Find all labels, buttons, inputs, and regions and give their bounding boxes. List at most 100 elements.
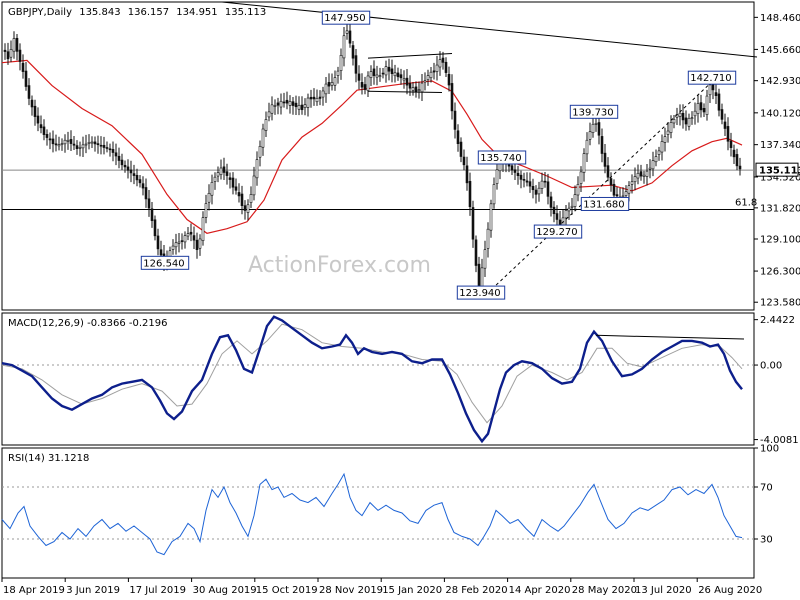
candle-body (105, 147, 109, 149)
trendline (482, 79, 715, 298)
candle-body (48, 138, 52, 141)
candle-body (444, 61, 448, 73)
candle-body (132, 173, 136, 176)
candle-body (648, 167, 652, 170)
x-tick-label: 13 Jul 2020 (635, 585, 692, 596)
candle-body (273, 105, 277, 107)
candle-body (246, 204, 250, 213)
price-y-tick-label: 145.660 (760, 45, 800, 56)
price-annotation-box (687, 70, 737, 85)
candle-body (429, 71, 433, 79)
candle-body (93, 141, 97, 145)
price-annotation-box (580, 196, 630, 211)
candle-body (738, 165, 742, 170)
price-annotation-label: 129.270 (536, 227, 577, 238)
candle-body (471, 207, 475, 240)
candle-body (423, 80, 427, 83)
price-annotation-box (569, 104, 619, 119)
candle-body (189, 231, 193, 235)
candle-body (600, 136, 604, 154)
candle-body (96, 143, 100, 146)
candle-body (666, 130, 670, 135)
candle-body (327, 82, 331, 87)
candle-body (159, 249, 163, 256)
candle-body (483, 249, 487, 269)
candle-body (300, 104, 304, 111)
candle-body (219, 167, 223, 175)
candle-body (240, 193, 244, 206)
candle-body (261, 128, 265, 148)
price-y-tick-label: 131.820 (760, 203, 800, 214)
macd-panel: MACD(12,26,9) -0.8366 -0.2196 2.4422 0.00… (1, 312, 799, 446)
candle-body (693, 110, 697, 117)
x-tick-label: 3 Jun 2019 (66, 585, 120, 596)
price-y-tick-label: 126.300 (760, 267, 800, 278)
price-panel: GBPJPY,Daily 135.843 136.157 134.951 135… (1, 1, 800, 311)
candle-body (405, 77, 409, 86)
candle-body (282, 101, 286, 104)
price-annotation-box (477, 150, 527, 165)
candle-body (582, 153, 586, 173)
price-annotation-label: 131.680 (583, 199, 624, 210)
candle-body (672, 119, 676, 124)
candle-body (633, 176, 637, 183)
candle-body (306, 97, 310, 108)
candle-body (642, 174, 646, 177)
rsi-y-tick-label: 30 (760, 535, 773, 546)
candle-body (663, 136, 667, 143)
candle-body (348, 30, 352, 44)
macd-line (1, 315, 743, 444)
candle-body (705, 95, 709, 115)
x-tick-label: 26 Aug 2020 (698, 585, 762, 596)
candle-body (228, 177, 232, 180)
candle-body (732, 149, 736, 158)
candle-body (180, 240, 184, 242)
candle-body (243, 205, 247, 211)
candle-body (258, 146, 262, 158)
candle-body (621, 195, 625, 198)
candle-body (408, 83, 412, 89)
candle-body (612, 183, 616, 196)
candle-body (720, 109, 724, 120)
candle-body (30, 99, 34, 108)
candle-body (708, 84, 712, 96)
candle-body (486, 228, 490, 249)
candle-body (654, 156, 658, 163)
rsi-panel-title: RSI(14) 31.1218 (8, 453, 89, 464)
candle-body (546, 181, 550, 197)
x-tick-label: 28 Feb 2020 (445, 585, 507, 596)
candle-body (450, 83, 454, 112)
candle-body (75, 145, 79, 149)
candle-body (267, 111, 271, 118)
price-annotation-box (533, 224, 583, 239)
candle-body (420, 82, 424, 93)
rsi-y-tick-label: 100 (760, 444, 779, 455)
candle-body (303, 104, 307, 108)
x-axis: 18 Apr 2019 3 Jun 2019 17 Jul 2019 30 Aug 2… (1, 578, 762, 596)
candle-body (540, 180, 544, 189)
candle-body (3, 49, 7, 52)
candle-body (213, 176, 217, 182)
candle-body (135, 174, 139, 181)
candle-body (447, 73, 451, 86)
candle-body (102, 144, 106, 148)
trendline (367, 90, 443, 93)
candle-body (603, 152, 607, 167)
candle-body (585, 139, 589, 155)
candle-body (543, 180, 547, 183)
candle-body (294, 102, 298, 108)
candle-body (516, 172, 520, 176)
candle-body (363, 84, 367, 90)
candle-body (531, 186, 535, 191)
price-annotation-label: 139.730 (572, 107, 613, 118)
candle-body (528, 181, 532, 187)
candle-body (216, 172, 220, 177)
candle-body (588, 131, 592, 140)
candle-body (402, 78, 406, 81)
candle-body (651, 160, 655, 170)
candle-body (309, 96, 313, 100)
candle-body (177, 241, 181, 244)
candle-body (171, 245, 175, 250)
candle-body (195, 239, 199, 250)
candle-body (714, 92, 718, 96)
